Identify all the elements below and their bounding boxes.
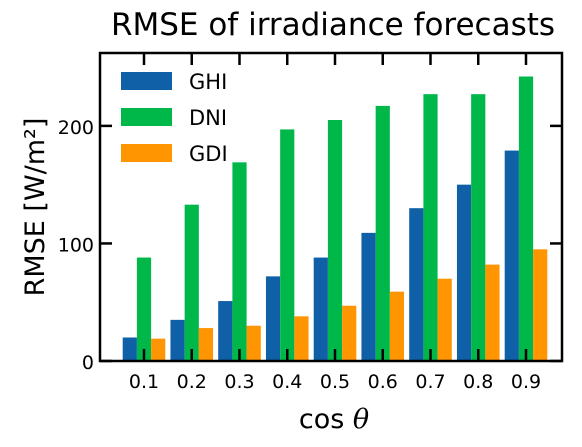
x-tick-label: 0.5: [320, 371, 350, 393]
bar-ghi-0.1: [122, 337, 137, 361]
x-tick-label: 0.4: [272, 371, 302, 393]
bar-gdi-0.2: [198, 328, 214, 361]
bar-ghi-0.9: [504, 150, 519, 361]
ticks-layer: 0.1 0.2 0.3 0.4 0.5 0.6 0.7 0.8 0.9 0 100 200: [58, 53, 562, 393]
legend: GHI DNI GDI: [121, 70, 228, 166]
legend-swatch-gdi: [121, 144, 172, 162]
legend-label-ghi: GHI: [189, 70, 227, 94]
bar-dni-0.6: [375, 105, 390, 362]
x-tick-label: 0.9: [511, 371, 541, 393]
bar-dni-0.3: [232, 162, 247, 361]
bar-ghi-0.4: [265, 276, 281, 361]
bar-gdi-0.1: [151, 338, 166, 361]
bar-dni-0.2: [184, 204, 199, 361]
bar-gdi-0.7: [437, 278, 452, 361]
legend-label-dni: DNI: [189, 106, 227, 130]
bar-dni-0.8: [471, 94, 486, 362]
bar-dni-0.5: [327, 120, 343, 361]
x-tick-label: 0.2: [177, 371, 207, 393]
x-tick-label: 0.3: [224, 371, 254, 393]
bar-ghi-0.6: [361, 232, 376, 361]
bar-dni-0.1: [136, 257, 152, 361]
y-axis-label: RMSE [W/m²]: [20, 118, 51, 297]
bar-ghi-0.3: [218, 301, 233, 361]
x-axis-label: cos θ: [299, 404, 369, 435]
bar-gdi-0.3: [246, 325, 261, 361]
bar-gdi-0.9: [533, 249, 548, 361]
bar-ghi-0.8: [456, 184, 472, 361]
legend-swatch-ghi: [121, 72, 172, 90]
x-tick-label: 0.1: [129, 371, 159, 393]
bar-gdi-0.5: [342, 305, 357, 361]
chart-title: RMSE of irradiance forecasts: [111, 7, 555, 43]
legend-label-gdi: GDI: [189, 142, 228, 166]
bar-gdi-0.8: [485, 264, 500, 361]
x-tick-label: 0.8: [463, 371, 493, 393]
bars-layer: [122, 76, 548, 362]
bar-gdi-0.4: [294, 316, 309, 361]
bar-dni-0.7: [423, 94, 438, 362]
svg-text:cos θ: cos θ: [299, 404, 369, 435]
x-tick-label: 0.7: [415, 371, 445, 393]
y-tick-label: 100: [58, 234, 94, 256]
x-tick-label: 0.6: [368, 371, 398, 393]
bar-dni-0.4: [280, 129, 295, 361]
bar-ghi-0.2: [170, 319, 185, 361]
y-tick-label: 200: [58, 117, 94, 139]
y-tick-label: 0: [82, 352, 94, 374]
legend-swatch-dni: [121, 108, 172, 126]
bar-ghi-0.7: [409, 208, 424, 361]
bar-gdi-0.6: [389, 291, 405, 361]
bar-ghi-0.5: [313, 257, 328, 361]
plot-frame: [98, 51, 564, 363]
bar-dni-0.9: [518, 76, 534, 361]
